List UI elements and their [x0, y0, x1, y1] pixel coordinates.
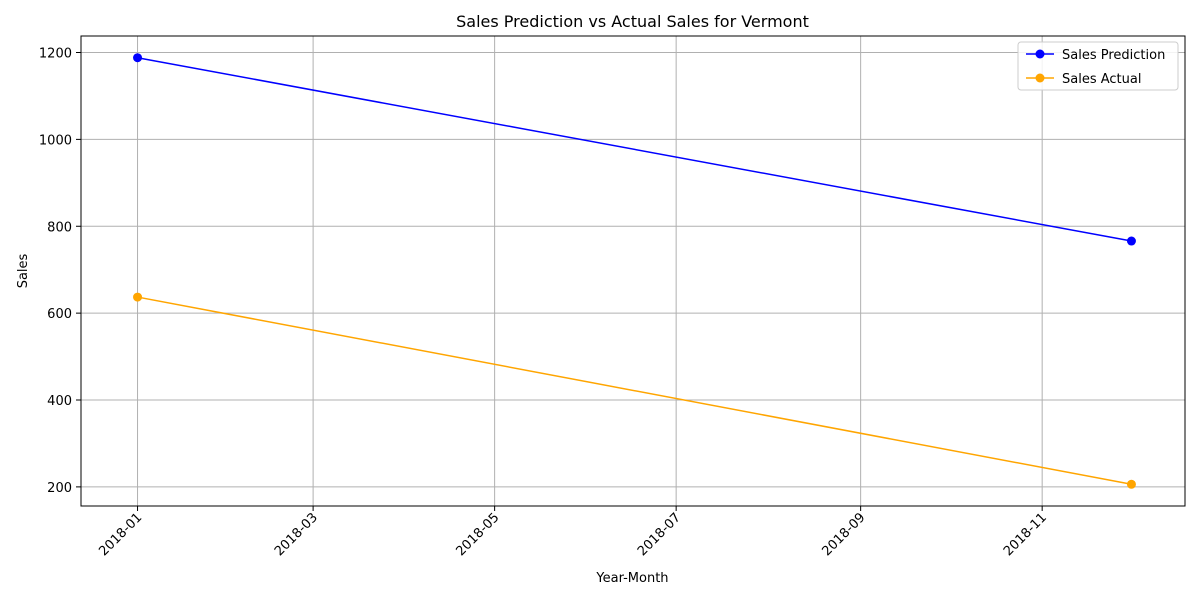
y-tick-label: 1000 — [39, 133, 72, 148]
y-tick-label: 800 — [47, 220, 72, 235]
series-line-0 — [137, 56, 1132, 242]
y-axis-label: Sales — [16, 253, 31, 288]
legend-marker-actual — [1035, 73, 1045, 83]
series-line-1 — [137, 296, 1132, 486]
legend-box — [1017, 41, 1179, 91]
series-layer — [133, 53, 1136, 489]
chart-title: Sales Prediction vs Actual Sales for Ver… — [456, 12, 809, 31]
data-point — [1126, 479, 1136, 489]
y-tick-label: 1200 — [39, 47, 72, 62]
x-axis-label: Year-Month — [595, 571, 668, 586]
legend-label-prediction: Sales Prediction — [1062, 48, 1165, 63]
data-point — [1126, 236, 1136, 246]
plot-frame — [80, 35, 1186, 507]
y-tick-label: 600 — [47, 307, 72, 322]
legend-label-actual: Sales Actual — [1062, 72, 1141, 87]
legend-marker-prediction — [1035, 49, 1045, 59]
grid-lines — [81, 36, 1185, 506]
y-tick-label: 200 — [47, 481, 72, 496]
y-tick-label: 400 — [47, 394, 72, 409]
data-point — [133, 53, 143, 63]
legend: Sales Prediction Sales Actual — [1017, 41, 1179, 91]
data-point — [133, 292, 143, 302]
